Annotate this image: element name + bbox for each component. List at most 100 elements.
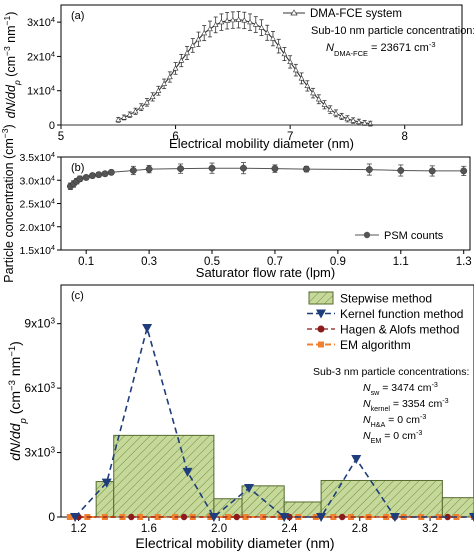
data-point bbox=[338, 113, 345, 119]
data-point-kernel bbox=[208, 513, 219, 522]
data-point bbox=[184, 49, 190, 56]
x-tick-label: 6 bbox=[172, 131, 178, 143]
data-point bbox=[270, 35, 276, 41]
data-point bbox=[178, 57, 185, 63]
y-tick-label: 6x103 bbox=[24, 381, 55, 396]
stepwise-bar bbox=[95, 481, 115, 518]
series-line-psm bbox=[70, 167, 464, 187]
data-point bbox=[155, 87, 162, 93]
data-point-hagen bbox=[338, 513, 346, 521]
data-point-em bbox=[224, 514, 231, 520]
data-point bbox=[240, 164, 247, 172]
legend-marker bbox=[290, 9, 298, 16]
data-point bbox=[275, 42, 282, 49]
data-point bbox=[145, 165, 153, 173]
data-point bbox=[298, 75, 305, 81]
data-point bbox=[177, 165, 185, 173]
y-axis-label: Particle concentration (cm−3) bbox=[0, 124, 16, 282]
data-point bbox=[302, 165, 310, 173]
data-point-kernel bbox=[279, 513, 290, 522]
data-point-kernel bbox=[351, 455, 362, 464]
data-point bbox=[101, 170, 109, 178]
x-tick-label: 0.9 bbox=[330, 256, 346, 268]
data-point bbox=[208, 164, 216, 172]
x-tick-label: 1.2 bbox=[71, 523, 87, 535]
data-point-kernel bbox=[244, 484, 255, 493]
y-tick-label: 3.0x104 bbox=[20, 174, 56, 187]
panel-label: (a) bbox=[71, 10, 84, 22]
data-point bbox=[218, 18, 225, 25]
data-point bbox=[189, 42, 196, 48]
legend-label: Stepwise method bbox=[340, 292, 432, 306]
y-tick-label: 3x104 bbox=[27, 15, 55, 30]
data-point bbox=[271, 165, 279, 173]
data-point-kernel bbox=[182, 467, 193, 477]
x-tick-label: 2.8 bbox=[352, 523, 368, 535]
y-tick-label: 2x104 bbox=[27, 49, 55, 64]
x-axis-label: Saturator flow rate (lpm) bbox=[196, 265, 335, 280]
data-point-kernel bbox=[101, 478, 112, 488]
data-point bbox=[264, 29, 271, 35]
data-point bbox=[207, 25, 213, 32]
x-tick-label: 0.7 bbox=[267, 256, 283, 268]
legend-marker bbox=[363, 231, 371, 239]
y-tick-label: 3x103 bbox=[24, 445, 55, 460]
y-axis-label: dN/ddp (cm−3 nm−1) bbox=[7, 341, 29, 461]
data-point bbox=[310, 89, 316, 96]
y-tick-label: 0 bbox=[49, 120, 55, 132]
data-point bbox=[315, 96, 322, 102]
data-point-hagen bbox=[128, 513, 135, 521]
panel-b-flow-rate: 0.1 0.3 0.5 0.7 0.9 1.1 1.3 1.5x104 2.0x104 2.5x1… bbox=[0, 124, 472, 282]
y-tick-label: 9x103 bbox=[24, 316, 55, 331]
panel-c-inversion-methods: 1.2 1.6 2.0 2.4 2.8 3.2 0 3x103 6x103 9x103 (c) Ste… bbox=[7, 284, 474, 551]
x-tick-label: 3.2 bbox=[422, 523, 438, 535]
panel-a-distribution: 5 6 7 8 0 1x104 2x104 3x104 (a) DMA-FCE system Sub… bbox=[2, 4, 474, 151]
panel-label: (c) bbox=[71, 290, 84, 302]
data-point bbox=[129, 167, 137, 174]
data-point-hagen bbox=[233, 513, 240, 521]
legend-label: EM algorithm bbox=[340, 338, 411, 352]
annotation-value: Nkernel = 3354 cm-3 bbox=[363, 397, 449, 413]
data-point-em bbox=[137, 514, 144, 520]
data-point bbox=[107, 168, 115, 176]
data-point bbox=[327, 106, 334, 112]
legend-marker-stepwise bbox=[308, 291, 334, 305]
legend-marker-hagen bbox=[317, 325, 325, 333]
annotation-title: Sub-10 nm particle concentration: bbox=[311, 25, 474, 37]
data-point bbox=[138, 103, 145, 110]
data-point-kernel bbox=[70, 513, 81, 522]
data-point bbox=[235, 16, 242, 22]
stepwise-bar bbox=[320, 479, 443, 518]
data-point bbox=[350, 117, 357, 123]
data-point bbox=[161, 80, 168, 86]
legend-marker-em bbox=[318, 341, 324, 348]
legend-label: DMA-FCE system bbox=[310, 8, 402, 20]
y-tick-label: 2.5x104 bbox=[20, 198, 56, 211]
legend-label: Kernel function method bbox=[340, 307, 463, 321]
data-point bbox=[397, 167, 405, 174]
data-point bbox=[281, 50, 288, 57]
y-tick-label: 3.5x104 bbox=[20, 151, 56, 164]
y-axis-label: dN/ddp (cm−3 nm−1) bbox=[2, 12, 22, 119]
x-tick-label: 1.6 bbox=[141, 523, 157, 535]
x-tick-label: 5 bbox=[58, 131, 64, 143]
x-tick-label: 1.3 bbox=[456, 256, 472, 268]
x-axis-label: Electrical mobility diameter (nm) bbox=[135, 535, 334, 551]
data-point-em bbox=[330, 514, 337, 520]
data-point bbox=[344, 115, 351, 121]
data-point bbox=[132, 108, 139, 114]
data-point bbox=[201, 29, 208, 36]
y-tick-label: 2.0x104 bbox=[20, 221, 56, 234]
data-point-em bbox=[242, 514, 249, 520]
panel-label: (b) bbox=[71, 162, 84, 174]
data-point-em bbox=[66, 514, 73, 520]
data-point-kernel bbox=[389, 513, 400, 522]
data-point-kernel bbox=[316, 513, 327, 522]
data-point bbox=[149, 93, 156, 99]
data-point bbox=[247, 18, 253, 25]
data-point bbox=[195, 36, 202, 42]
data-point-kernel bbox=[142, 323, 153, 333]
data-point bbox=[76, 175, 84, 183]
data-point bbox=[355, 118, 362, 125]
x-tick-label: 0.1 bbox=[78, 256, 94, 268]
